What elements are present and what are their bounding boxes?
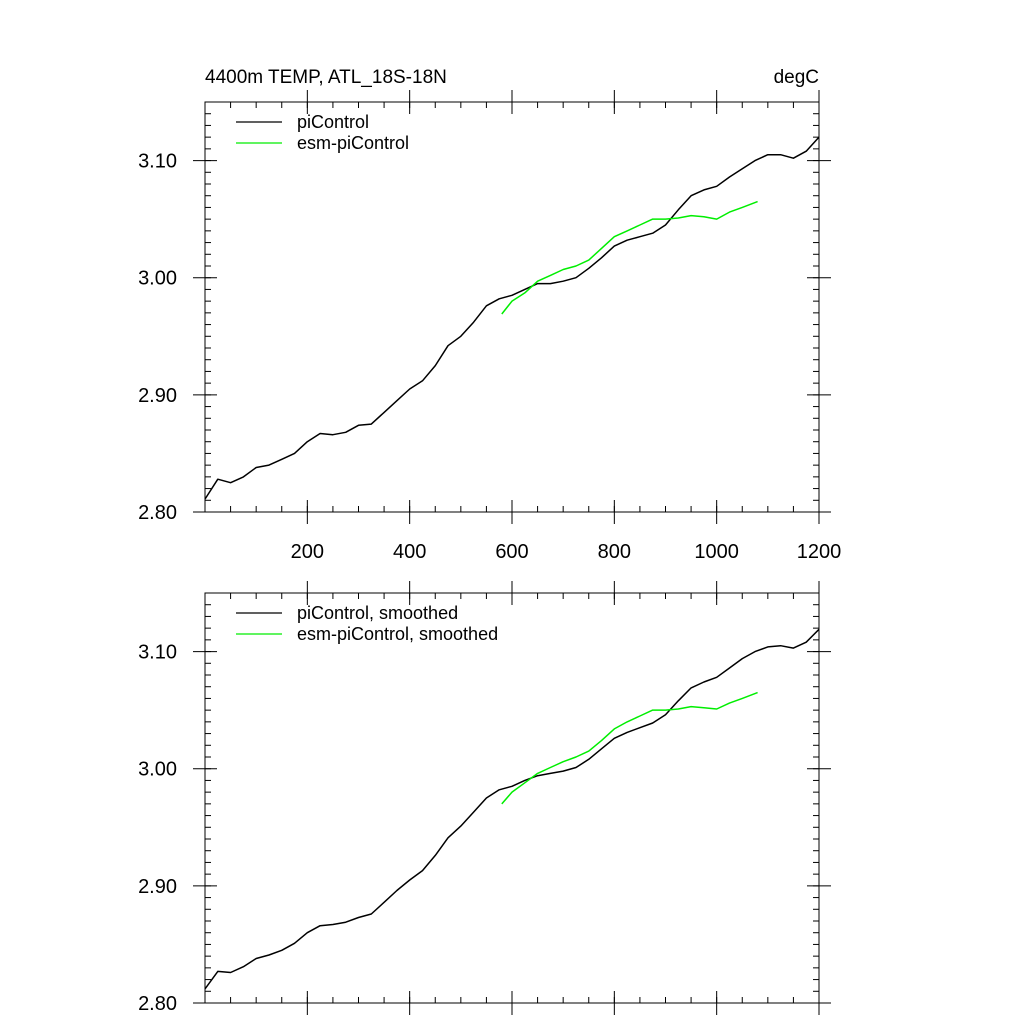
top-plot-frame [204,101,820,513]
series-line-esm-picontrol [501,200,758,315]
chart-title: 4400m TEMP, ATL_18S-18N [205,67,447,88]
x-tick-label: 200 [291,541,324,563]
legend-label-picontrol-smoothed: piControl, smoothed [297,603,458,623]
legend-label-esm-picontrol: esm-piControl [297,133,409,153]
y-tick-label: 3.00 [138,268,177,290]
y-tick-label: 2.80 [138,502,177,524]
series-line-picontrol-smoothed [204,628,820,990]
top-panel-series [204,136,820,500]
x-tick-label: 1200 [797,541,842,563]
bottom-panel: 2.80 2.90 3.00 3.10 piControl, smoothed esm… [138,581,831,1015]
series-line-esm-picontrol-smoothed [501,691,758,805]
x-tick-label: 400 [393,541,426,563]
x-tick-label: 1000 [694,541,739,563]
x-tick-label: 600 [495,541,528,563]
top-panel-axes: 2.80 2.90 3.00 3.10 200 400 600 800 1000 1200 [138,90,841,563]
y-tick-label: 3.00 [138,759,177,781]
bottom-panel-series [204,628,820,990]
bottom-panel-axes: 2.80 2.90 3.00 3.10 [138,581,831,1015]
y-tick-label: 2.80 [138,993,177,1015]
series-line-picontrol [204,136,820,500]
y-tick-label: 2.90 [138,876,177,898]
bottom-panel-legend: piControl, smoothed esm-piControl, smoot… [236,603,498,644]
legend-label-esm-picontrol-smoothed: esm-piControl, smoothed [297,624,498,644]
y-tick-label: 3.10 [138,642,177,664]
y-tick-label: 3.10 [138,151,177,173]
legend-label-picontrol: piControl [297,112,369,132]
bottom-plot-frame [204,592,820,1004]
top-panel: 4400m TEMP, ATL_18S-18N degC 2.80 2.90 3.0… [138,67,841,563]
x-tick-label: 800 [598,541,631,563]
units-label: degC [774,67,819,88]
top-panel-legend: piControl esm-piControl [236,112,409,153]
y-tick-label: 2.90 [138,385,177,407]
